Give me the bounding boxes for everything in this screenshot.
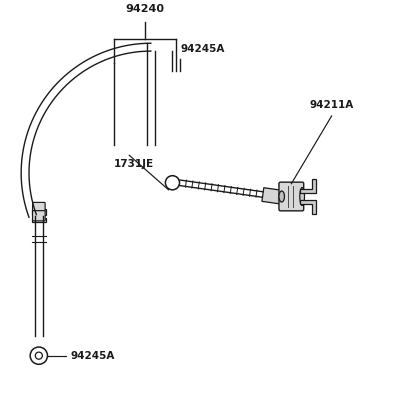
Text: 94240: 94240 xyxy=(126,4,164,14)
Ellipse shape xyxy=(279,191,284,202)
Polygon shape xyxy=(300,179,316,193)
Text: 94245A: 94245A xyxy=(180,44,225,54)
Text: 1731JE: 1731JE xyxy=(114,159,154,169)
Text: 94211A: 94211A xyxy=(310,100,354,110)
Polygon shape xyxy=(262,188,281,204)
FancyBboxPatch shape xyxy=(32,218,46,222)
Ellipse shape xyxy=(300,187,305,206)
Text: 94245A: 94245A xyxy=(70,351,115,361)
FancyBboxPatch shape xyxy=(32,202,45,211)
FancyBboxPatch shape xyxy=(32,211,45,221)
FancyBboxPatch shape xyxy=(32,209,46,215)
Polygon shape xyxy=(300,200,316,214)
FancyBboxPatch shape xyxy=(279,182,304,211)
